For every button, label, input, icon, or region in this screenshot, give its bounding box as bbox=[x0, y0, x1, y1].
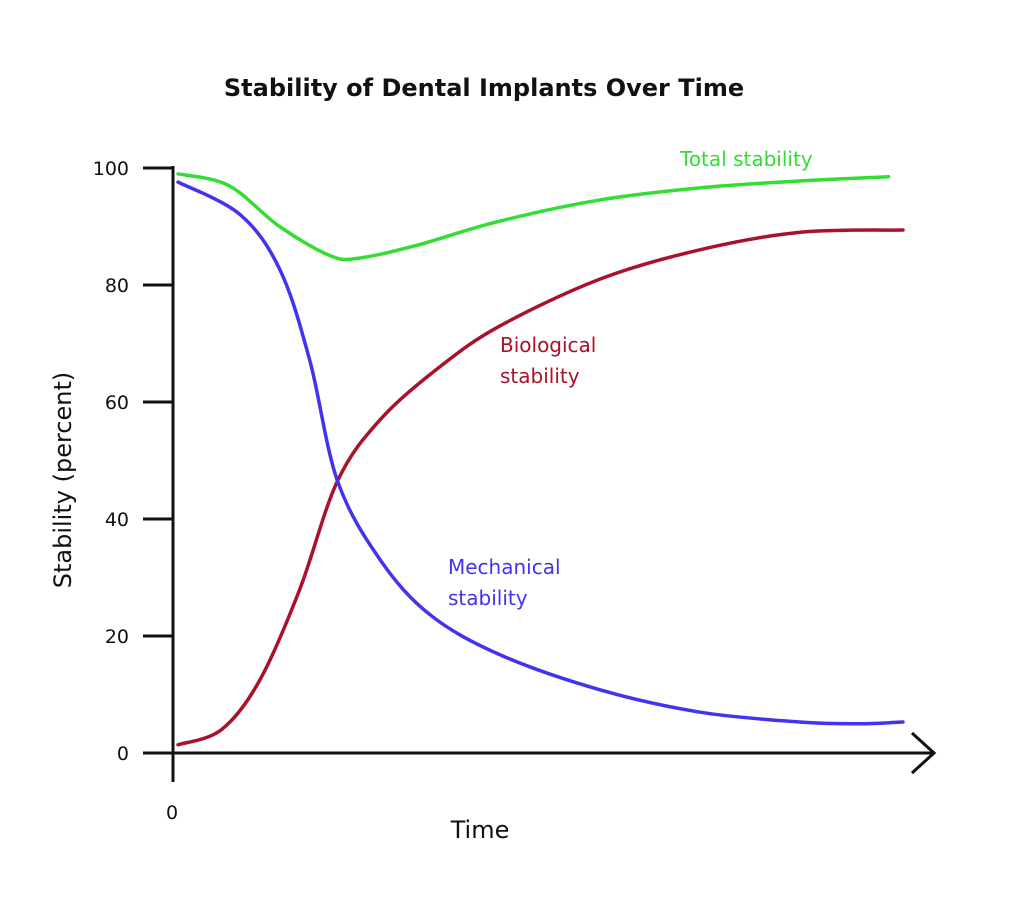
series-label-mechanical-stability: Mechanical stability bbox=[448, 555, 567, 610]
series-lines bbox=[176, 172, 905, 747]
y-tick-label-100: 100 bbox=[93, 158, 129, 180]
x-axis-arrowhead bbox=[910, 731, 937, 775]
y-ticks: 0 20 40 60 80 100 bbox=[93, 158, 173, 765]
series-label-biological-line-2: stability bbox=[500, 364, 580, 388]
axes bbox=[143, 166, 937, 782]
series-line-total-stability bbox=[176, 172, 891, 262]
series-label-mechanical-line-2: stability bbox=[448, 586, 528, 610]
series-label-mechanical-line-1: Mechanical bbox=[448, 555, 561, 579]
y-tick-label-40: 40 bbox=[105, 509, 129, 531]
series-label-biological-line-1: Biological bbox=[500, 333, 596, 357]
y-tick-label-0: 0 bbox=[117, 743, 129, 765]
series-line-mechanical-stability bbox=[176, 180, 905, 726]
series-label-total-stability: Total stability bbox=[679, 147, 813, 171]
series-line-biological-stability bbox=[176, 228, 905, 747]
chart-title: Stability of Dental Implants Over Time bbox=[224, 74, 744, 102]
y-tick-label-20: 20 bbox=[105, 626, 129, 648]
series-label-total-line-1: Total stability bbox=[679, 147, 813, 171]
y-tick-label-80: 80 bbox=[105, 275, 129, 297]
y-tick-label-60: 60 bbox=[105, 392, 129, 414]
x-tick-label-0: 0 bbox=[166, 802, 178, 824]
series-label-biological-stability: Biological stability bbox=[500, 333, 603, 388]
y-axis-title: Stability (percent) bbox=[49, 372, 77, 588]
x-axis-title: Time bbox=[450, 816, 510, 844]
